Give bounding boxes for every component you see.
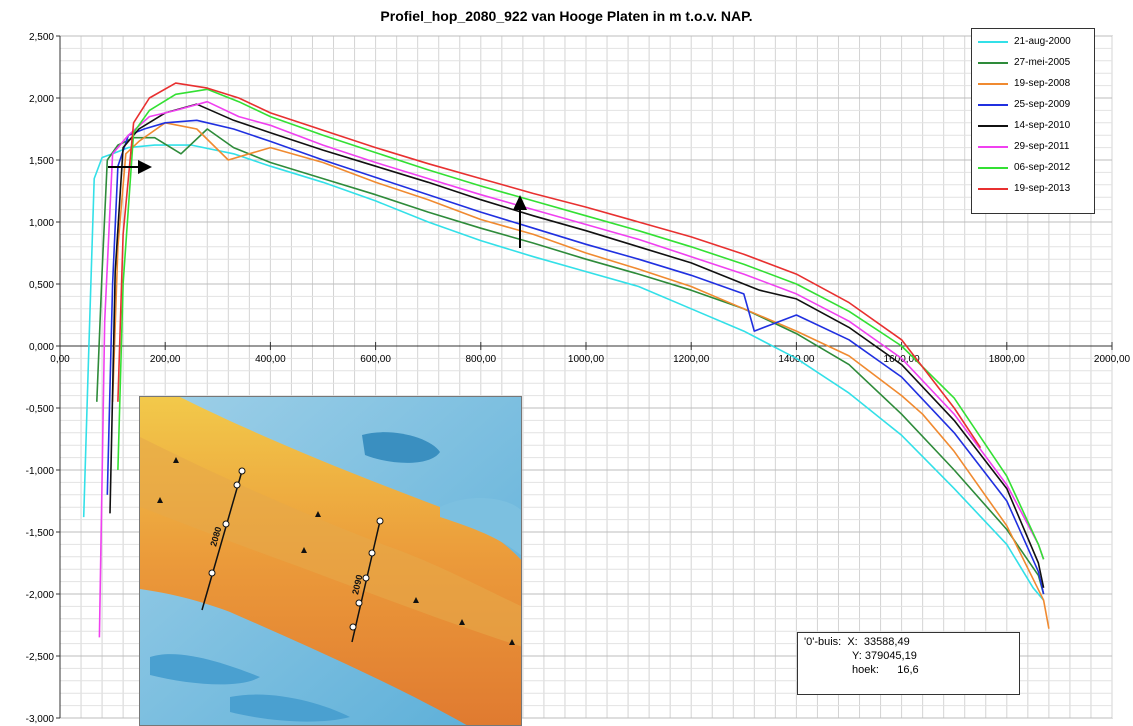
series-line-21-aug-2000 — [82, 144, 1045, 601]
legend-swatch — [978, 62, 1008, 64]
inset-map-image: 2080 2090 — [140, 397, 521, 725]
y-tick-label: 2,500 — [29, 32, 54, 43]
reference-info-box: '0'-buis: X: 33588,49 Y: 379045,19 hoek:… — [797, 632, 1020, 695]
chart-title: Profiel_hop_2080_922 van Hooge Platen in… — [380, 8, 753, 24]
legend-label: 14-sep-2010 — [1014, 120, 1071, 131]
sandbank-top — [362, 432, 440, 463]
legend-label: 21-aug-2000 — [1014, 36, 1071, 47]
y-tick-label: -1,000 — [26, 466, 55, 477]
y-tick-label: 1,000 — [29, 218, 54, 229]
info-angle: hoek: 16,6 — [852, 664, 919, 676]
legend-item: 19-sep-2013 — [978, 182, 1094, 196]
legend-swatch — [978, 104, 1008, 106]
y-tick-label: 1,500 — [29, 156, 54, 167]
series-line-27-mei-2005 — [96, 128, 1045, 595]
legend-swatch — [978, 167, 1008, 169]
x-tick-label: 1000,00 — [568, 354, 605, 365]
x-tick-label: 1200,00 — [673, 354, 710, 365]
legend-swatch — [978, 41, 1008, 43]
x-tick-label: 200,00 — [150, 354, 181, 365]
arrow-right-head — [138, 160, 152, 174]
legend-item: 14-sep-2010 — [978, 119, 1094, 133]
inset-map: 2080 2090 — [139, 396, 522, 726]
legend-swatch — [978, 83, 1008, 85]
legend-label: 27-mei-2005 — [1014, 57, 1071, 68]
info-coordinate-x: '0'-buis: X: 33588,49 — [804, 636, 910, 648]
legend-item: 25-sep-2009 — [978, 98, 1094, 112]
legend-swatch — [978, 125, 1008, 127]
legend-item: 27-mei-2005 — [978, 56, 1094, 70]
y-tick-label: -2,000 — [26, 590, 55, 601]
sand-flat-highlight — [140, 437, 521, 647]
legend-label: 19-sep-2013 — [1014, 183, 1071, 194]
y-tick-label: 0,000 — [29, 342, 54, 353]
series-line-29-sep-2011 — [98, 100, 1045, 638]
info-coordinate-y: Y: 379045,19 — [852, 650, 917, 662]
x-tick-label: 1800,00 — [989, 354, 1026, 365]
legend-label: 25-sep-2009 — [1014, 99, 1071, 110]
transect-label-2090: 2090 — [350, 574, 364, 596]
x-tick-label: 600,00 — [360, 354, 391, 365]
x-tick-label: 800,00 — [466, 354, 497, 365]
chart-annotations — [108, 160, 527, 248]
transect-2080: 2080 — [201, 467, 246, 611]
legend-label: 06-sep-2012 — [1014, 162, 1071, 173]
y-tick-label: 2,000 — [29, 94, 54, 105]
arrow-up-head — [513, 195, 527, 210]
legend-item: 06-sep-2012 — [978, 161, 1094, 175]
chart-axes: 0,00 200,00 400,00 600,00 800,00 1000,00 1200,… — [26, 32, 1131, 725]
y-tick-label: -1,500 — [26, 528, 55, 539]
sandbank-bottom-left — [150, 654, 260, 685]
series-line-06-sep-2012 — [117, 88, 1045, 560]
x-tick-label: 0,00 — [50, 354, 70, 365]
series-line-19-sep-2008 — [111, 122, 1050, 629]
chart-series — [82, 82, 1050, 638]
legend-item: 29-sep-2011 — [978, 140, 1094, 154]
legend-label: 29-sep-2011 — [1014, 141, 1070, 152]
y-tick-label: -3,000 — [26, 714, 55, 725]
series-line-19-sep-2013 — [117, 82, 982, 449]
legend-swatch — [978, 146, 1008, 148]
y-tick-label: -0,500 — [26, 404, 55, 415]
series-line-25-sep-2009 — [106, 119, 1045, 595]
sandbank-bottom — [230, 694, 350, 722]
transect-2090: 2090 — [349, 517, 384, 643]
sandbank-right — [440, 497, 521, 556]
chart-legend: 21-aug-2000 27-mei-2005 19-sep-2008 25-sep-… — [971, 28, 1095, 214]
legend-swatch — [978, 188, 1008, 190]
legend-label: 19-sep-2008 — [1014, 78, 1071, 89]
y-tick-label: -2,500 — [26, 652, 55, 663]
legend-item: 19-sep-2008 — [978, 77, 1094, 91]
x-tick-label: 2000,00 — [1094, 354, 1131, 365]
survey-markers — [157, 457, 515, 645]
x-tick-label: 400,00 — [255, 354, 286, 365]
y-tick-label: 0,500 — [29, 280, 54, 291]
legend-item: 21-aug-2000 — [978, 35, 1094, 49]
